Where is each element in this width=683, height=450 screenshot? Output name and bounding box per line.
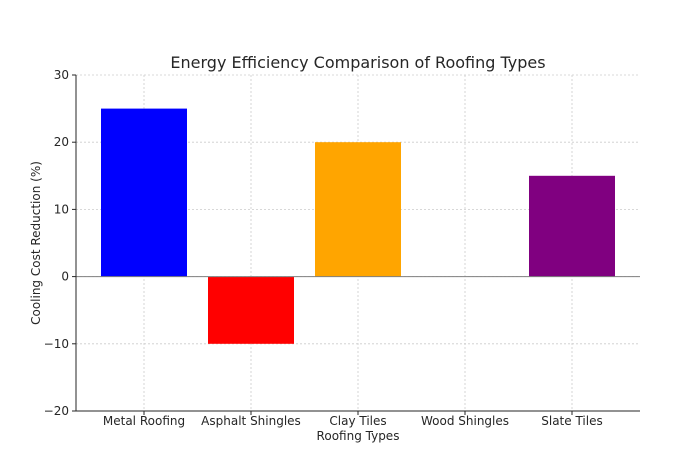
y-tick-label: 20	[54, 135, 69, 149]
y-tick-label: 10	[54, 202, 69, 216]
x-tick-label: Wood Shingles	[421, 414, 509, 428]
bar-slate-tiles	[529, 175, 615, 277]
chart-title: Energy Efficiency Comparison of Roofing …	[170, 53, 545, 72]
x-tick-label: Clay Tiles	[329, 414, 386, 428]
y-tick-label: 30	[54, 68, 69, 82]
tick-labels: −20 −10 0 10 20 30 Metal Roofing Asphalt Shingl…	[44, 68, 603, 428]
x-tick-label: Asphalt Shingles	[201, 414, 301, 428]
y-tick-label: −10	[44, 337, 69, 351]
x-tick-label: Metal Roofing	[103, 414, 185, 428]
x-axis-label: Roofing Types	[317, 429, 400, 443]
bars	[101, 108, 615, 344]
y-axis-label: Cooling Cost Reduction (%)	[29, 161, 43, 325]
x-tick-label: Slate Tiles	[541, 414, 602, 428]
y-tick-label: −20	[44, 404, 69, 418]
bar-asphalt-shingles	[208, 276, 294, 344]
axes	[72, 74, 640, 415]
bar-metal-roofing	[101, 108, 187, 277]
bar-clay-tiles	[315, 142, 401, 277]
y-tick-label: 0	[61, 270, 69, 284]
